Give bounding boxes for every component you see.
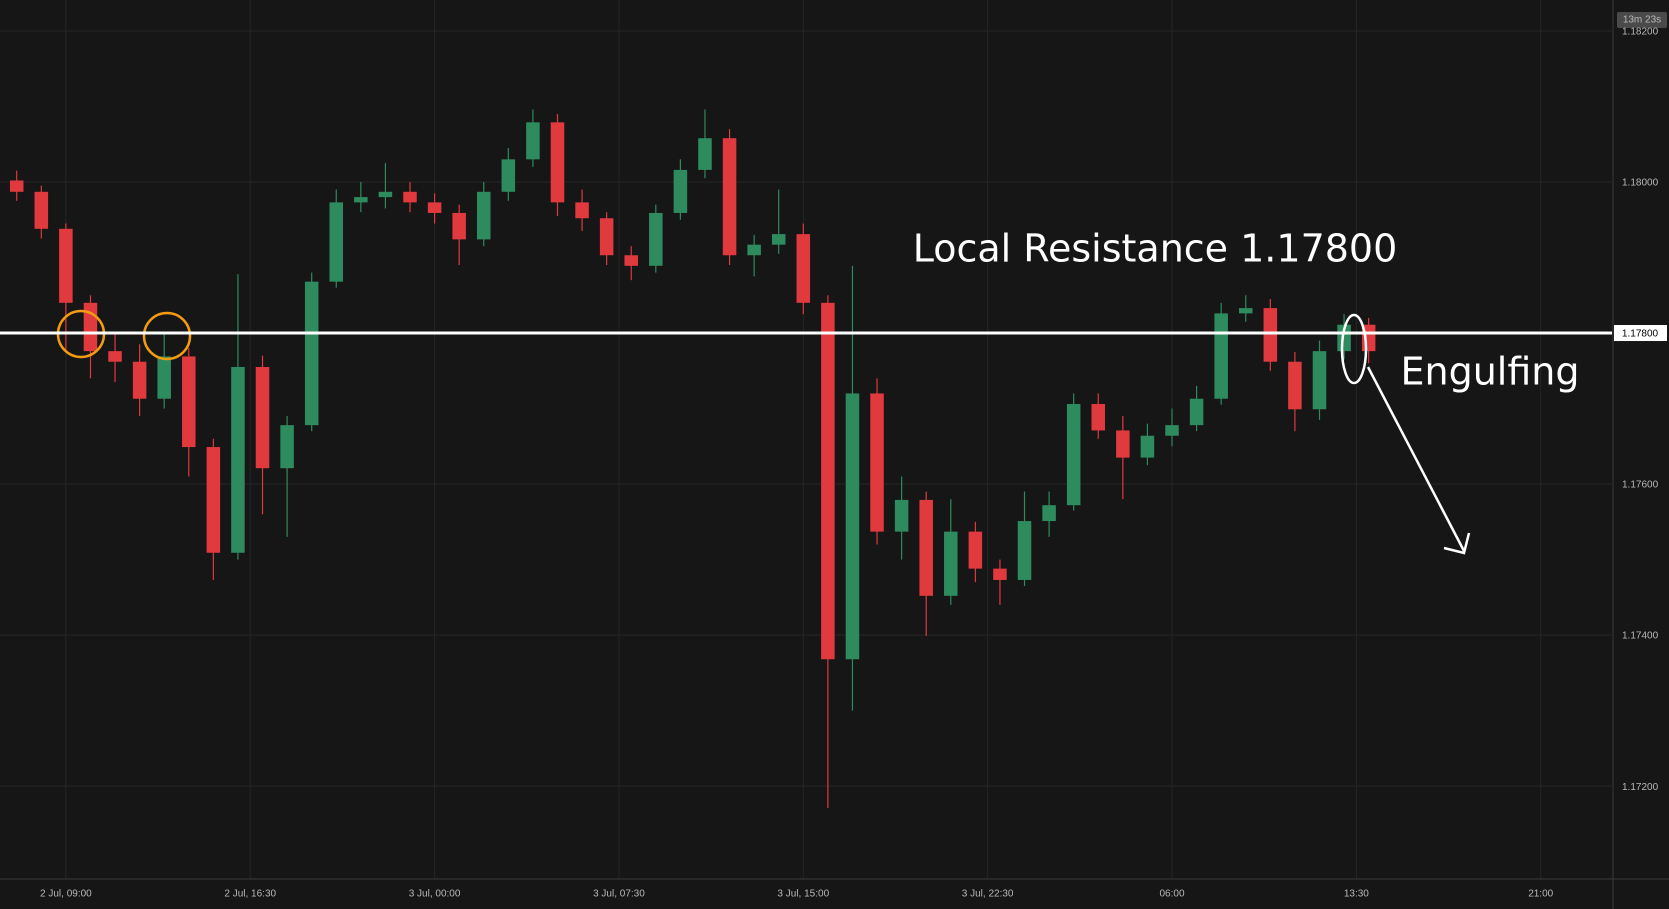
grid	[0, 0, 1612, 879]
candle-body	[231, 367, 245, 553]
highlight-ellipse	[1340, 313, 1368, 385]
x-tick-label: 3 Jul, 15:00	[777, 889, 829, 900]
x-tick-label: 3 Jul, 00:00	[409, 889, 461, 900]
candles	[9, 109, 1376, 809]
candle-body	[378, 191, 393, 198]
candle-body	[9, 180, 24, 192]
x-tick-label: 3 Jul, 22:30	[962, 889, 1014, 900]
y-tick-label: 1.17600	[1622, 480, 1659, 491]
candle-body	[649, 212, 663, 266]
candle-body	[821, 302, 835, 660]
candle-body	[501, 159, 516, 192]
candle-body	[1337, 324, 1351, 352]
x-tick-label: 3 Jul, 07:30	[593, 889, 645, 900]
y-tick-label: 1.17200	[1622, 782, 1659, 793]
candle-body	[182, 356, 196, 448]
candle-body	[1042, 505, 1056, 522]
overlay	[0, 309, 1612, 555]
candle-body	[624, 255, 638, 266]
candle-body	[599, 218, 614, 256]
candle-body	[919, 499, 933, 596]
candle-body	[255, 367, 270, 469]
candle-body	[1165, 425, 1179, 436]
annotation: Engulfing	[1401, 350, 1580, 394]
candle-body	[698, 138, 712, 170]
candle-body	[354, 197, 368, 203]
arrow-head	[1443, 532, 1471, 555]
candle-body	[1189, 398, 1204, 426]
x-tick-label: 21:00	[1528, 889, 1553, 900]
candle-body	[206, 447, 221, 553]
candle-body	[968, 531, 983, 569]
x-tick-label: 2 Jul, 09:00	[40, 889, 92, 900]
candle-body	[108, 351, 122, 362]
x-tick-label: 06:00	[1159, 889, 1184, 900]
candle-body	[1263, 308, 1278, 362]
candle-body	[796, 234, 811, 303]
candle-body	[747, 244, 761, 256]
candle-body	[83, 302, 98, 352]
y-tick-label: 1.17400	[1622, 631, 1659, 642]
candle-body	[1288, 361, 1302, 410]
price-label-box	[1614, 325, 1667, 342]
candle-body	[526, 122, 540, 160]
arrow	[1366, 366, 1466, 552]
candle-body	[476, 191, 491, 240]
x-tick-label: 13:30	[1344, 889, 1369, 900]
candle-body	[845, 393, 860, 660]
price-label: 1.17800	[1622, 329, 1659, 340]
candle-body	[403, 191, 417, 203]
candle-body	[550, 122, 565, 203]
candle-body	[870, 393, 884, 532]
highlight-circle	[142, 311, 192, 361]
candle-body	[1091, 404, 1106, 431]
candle-body	[157, 356, 171, 399]
y-tick-label: 1.18200	[1622, 27, 1659, 38]
candle-body	[1312, 351, 1327, 410]
candle-body	[1214, 313, 1228, 399]
candle-body	[427, 202, 442, 213]
candle-body	[329, 202, 344, 282]
candle-body	[1238, 308, 1253, 314]
candle-body	[280, 425, 294, 469]
candle-body	[304, 281, 319, 426]
candle-body	[59, 228, 73, 303]
countdown: 13m 23s	[1623, 15, 1661, 26]
candle-body	[673, 169, 688, 213]
candle-body	[452, 212, 466, 240]
candle-body	[771, 234, 786, 245]
candle-body	[132, 361, 147, 399]
annotation: Local Resistance 1.17800	[913, 227, 1398, 271]
y-tick-label: 1.18000	[1622, 178, 1659, 189]
candle-body	[993, 568, 1007, 580]
candle-body	[1116, 430, 1130, 458]
candle-body	[575, 202, 589, 219]
candle-body	[34, 191, 49, 229]
candle-body	[722, 138, 737, 256]
countdown-box	[1617, 12, 1667, 28]
x-tick-label: 2 Jul, 16:30	[224, 889, 276, 900]
candle-body	[1066, 404, 1081, 506]
candle-body	[1140, 435, 1155, 458]
candle-body	[944, 531, 958, 596]
candle-body	[894, 499, 909, 532]
candle-body	[1017, 521, 1032, 580]
